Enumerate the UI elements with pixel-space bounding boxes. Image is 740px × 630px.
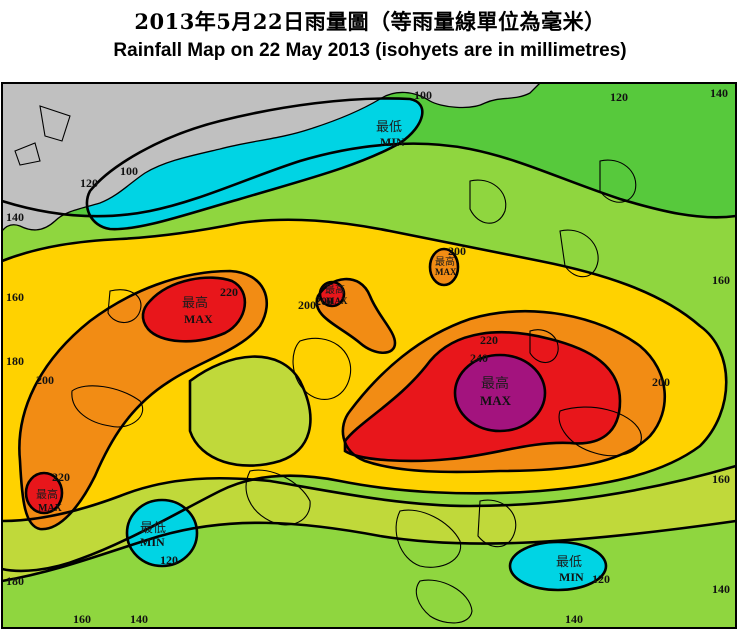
isohyet-label-180: 180 — [6, 354, 24, 368]
min-label-zh-north: 最低 — [376, 120, 402, 135]
isohyet-label-200-e: 200 — [652, 375, 670, 389]
max-label-zh-small: 最高 — [435, 255, 455, 268]
max-label-en-sw: MAX — [38, 503, 63, 514]
min-label-en-se: MIN — [559, 570, 584, 584]
isohyet-label-160-c: 160 — [712, 472, 730, 486]
band-above-240 — [455, 355, 545, 431]
isohyet-label-120-d: 120 — [592, 572, 610, 586]
max-label-zh-sw: 最高 — [36, 487, 58, 501]
isohyet-labels: 100 100 120 120 140 140 160 160 180 200 … — [6, 86, 730, 626]
max-label-en-mid: MAX — [326, 296, 348, 306]
map-title-chinese: 2013年5月22日雨量圖（等雨量線單位為毫米） — [134, 9, 606, 34]
band-200-220-small — [430, 249, 458, 285]
max-label-en-west: MAX — [184, 312, 213, 326]
isohyet-label-140-b: 140 — [710, 86, 728, 100]
isohyet-label-160-a: 160 — [6, 290, 24, 304]
min-label-en-north: MIN — [380, 135, 405, 149]
coastline-outlines — [14, 105, 642, 624]
mainland-coast — [1, 82, 541, 232]
isohyet-label-200-d: 200 — [315, 294, 333, 308]
isohyet-label-240: 240 — [470, 351, 488, 365]
mainland-grey — [2, 83, 540, 231]
isohyet-label-200-a: 200 — [36, 373, 54, 387]
rainfall-map: 最高 MAX 最高 MAX 最高 MAX 最高 MAX 最高 MAX 最低 MI… — [1, 82, 737, 629]
isohyet-label-140-a: 140 — [6, 210, 24, 224]
isohyet-label-160-b: 160 — [712, 273, 730, 287]
max-label-en-small: MAX — [435, 267, 457, 277]
isohyet-label-200-c: 200 — [448, 244, 466, 258]
band-220-240-west — [142, 277, 245, 342]
isohyet-label-180-b: 180 — [6, 574, 24, 588]
isohyet-label-100-a: 100 — [414, 88, 432, 102]
map-title-english: Rainfall Map on 22 May 2013 (isohyets ar… — [113, 40, 627, 61]
isohyet-label-120-b: 120 — [610, 90, 628, 104]
isohyet-label-100-b: 100 — [120, 164, 138, 178]
min-label-en-sw: MIN — [140, 535, 165, 549]
band-160-180-inlet — [190, 356, 311, 466]
band-below-120-se — [510, 542, 606, 590]
band-220-240-sw — [26, 473, 62, 513]
isohyet-label-140-d: 140 — [712, 582, 730, 596]
isohyet-label-220-b: 220 — [52, 470, 70, 484]
min-label-zh-se: 最低 — [556, 555, 582, 570]
band-below-120-sw — [127, 500, 197, 566]
isohyet-label-120-c: 120 — [160, 553, 178, 567]
isohyet-label-120-a: 120 — [80, 176, 98, 190]
map-frame — [1, 82, 737, 629]
isohyet-label-140-e: 140 — [565, 612, 583, 626]
isohyet-label-200-b: 200 — [298, 298, 316, 312]
max-label-zh-west: 最高 — [182, 295, 208, 311]
max-label-en-east: MAX — [480, 393, 512, 408]
max-label-zh-mid: 最高 — [325, 283, 345, 296]
min-label-zh-sw: 最低 — [140, 521, 166, 536]
isohyet-label-220-a: 220 — [220, 285, 238, 299]
isohyet-label-140-c: 140 — [130, 612, 148, 626]
isohyet-label-160-d: 160 — [73, 612, 91, 626]
band-below-120-north — [86, 98, 423, 230]
isohyet-lines — [1, 97, 737, 592]
isohyet-label-220-c: 220 — [480, 333, 498, 347]
max-label-zh-east: 最高 — [481, 375, 509, 392]
